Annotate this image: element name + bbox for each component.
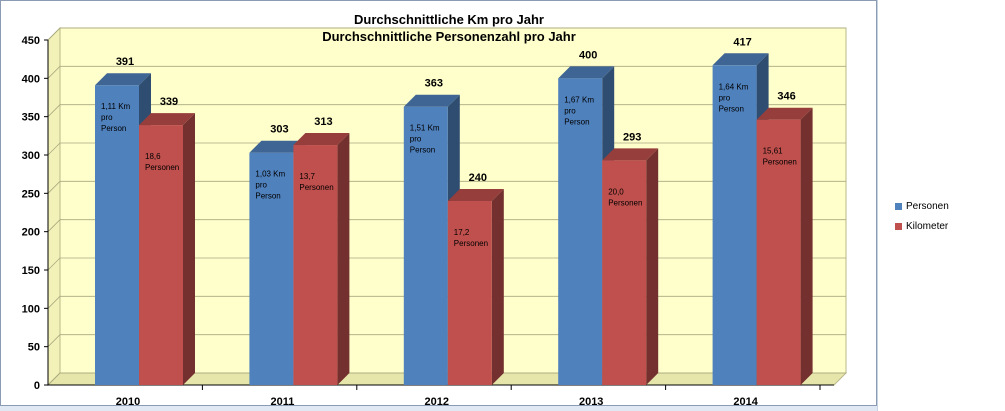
bar-personen xyxy=(403,106,448,385)
y-tick-label: 50 xyxy=(28,342,40,354)
bar-top-kilometer xyxy=(602,148,659,161)
bar-top-personen xyxy=(249,140,306,153)
bar-top-kilometer xyxy=(447,189,504,201)
bar-annotation: pro xyxy=(410,135,422,144)
y-tick-label: 300 xyxy=(22,150,40,162)
bar-annotation: pro xyxy=(564,106,576,115)
data-label: 400 xyxy=(579,49,597,61)
y-tick-label: 400 xyxy=(22,73,40,85)
legend-swatch-kilometer xyxy=(895,222,902,230)
legend-label-kilometer: Kilometer xyxy=(906,220,949,232)
data-label: 339 xyxy=(160,96,178,108)
x-tick-label: 2014 xyxy=(733,396,758,406)
legend-label-personen: Personen xyxy=(906,200,949,212)
data-label: 391 xyxy=(116,56,134,68)
bar-annotation: 17,2 xyxy=(454,228,470,237)
bar-top-personen xyxy=(558,66,615,79)
bar-annotation: 15,61 xyxy=(763,147,784,156)
bar-annotation: Personen xyxy=(299,183,333,192)
bar-annotation: pro xyxy=(255,181,267,190)
bar-side-kilometer xyxy=(337,133,350,385)
bar-side-kilometer xyxy=(800,107,813,385)
bar-personen xyxy=(95,85,139,385)
data-label: 303 xyxy=(270,124,288,136)
bar-personen xyxy=(712,65,757,386)
bar-annotation: Personen xyxy=(763,158,797,167)
bar-top-kilometer xyxy=(293,133,350,146)
bar-annotation: 1,64 Km xyxy=(719,82,749,91)
bar-top-kilometer xyxy=(756,107,813,120)
bar-annotation: Personen xyxy=(145,163,179,172)
data-label: 293 xyxy=(623,131,641,143)
bar-annotation: 1,51 Km xyxy=(410,124,440,133)
chart-title-line: Durchschnittliche Personenzahl pro Jahr xyxy=(322,29,576,44)
bar-annotation: 1,11 Km xyxy=(101,102,131,111)
bar-top-personen xyxy=(403,94,460,107)
bar-personen xyxy=(558,78,603,385)
data-label: 240 xyxy=(469,172,487,184)
y-tick-label: 250 xyxy=(22,188,40,200)
bar-top-kilometer xyxy=(139,113,195,126)
plot-side-wall xyxy=(47,26,61,387)
data-label: 417 xyxy=(733,36,751,48)
bar-annotation: Person xyxy=(410,146,435,155)
bar-side-kilometer xyxy=(646,148,659,385)
bar-top-personen xyxy=(95,73,151,86)
x-tick-label: 2012 xyxy=(425,396,449,406)
bar-personen xyxy=(249,152,294,385)
data-label: 363 xyxy=(425,78,443,90)
data-label: 346 xyxy=(777,91,795,103)
bar-annotation: pro xyxy=(719,93,731,102)
legend: Personen Kilometer xyxy=(895,196,949,236)
x-tick-label: 2010 xyxy=(116,396,140,406)
bar-side-kilometer xyxy=(183,113,195,385)
bar-kilometer xyxy=(602,160,647,385)
bar-annotation: Person xyxy=(564,117,589,126)
bar-annotation: 1,03 Km xyxy=(255,170,285,179)
y-tick-label: 150 xyxy=(22,265,40,277)
bar-annotation: Person xyxy=(101,124,126,133)
bar-top-personen xyxy=(712,53,769,66)
legend-item-kilometer: Kilometer xyxy=(895,216,949,236)
data-label: 313 xyxy=(314,116,332,128)
bar-annotation: Person xyxy=(255,192,280,201)
gridline xyxy=(47,27,846,41)
chart-title-line: Durchschnittliche Km pro Jahr xyxy=(354,12,544,27)
legend-swatch-personen xyxy=(895,202,902,210)
y-tick-label: 0 xyxy=(34,380,40,392)
x-tick-label: 2011 xyxy=(270,396,294,406)
y-tick-label: 200 xyxy=(22,227,40,239)
bar-side-kilometer xyxy=(491,189,504,385)
bar-kilometer xyxy=(447,201,492,385)
bar-annotation: Person xyxy=(719,104,744,113)
bar-annotation: 1,67 Km xyxy=(564,95,594,104)
y-tick-label: 450 xyxy=(22,35,40,47)
bar-annotation: pro xyxy=(101,113,113,122)
bar-kilometer xyxy=(756,119,801,385)
bar-annotation: Personen xyxy=(454,239,488,248)
bar-annotation: 18,6 xyxy=(145,152,161,161)
y-tick-label: 350 xyxy=(22,112,40,124)
bar-annotation: Personen xyxy=(608,198,642,207)
bar-annotation: 13,7 xyxy=(299,172,315,181)
x-tick-label: 2013 xyxy=(579,396,603,406)
bar-annotation: 20,0 xyxy=(608,187,624,196)
legend-item-personen: Personen xyxy=(895,196,949,216)
bar-kilometer xyxy=(293,145,338,385)
bar-kilometer xyxy=(139,125,183,385)
bar-chart: 0 50 100 150 200 250 300 350 400 450 Durchschnittl… xyxy=(22,12,848,406)
y-tick-label: 100 xyxy=(22,303,40,315)
